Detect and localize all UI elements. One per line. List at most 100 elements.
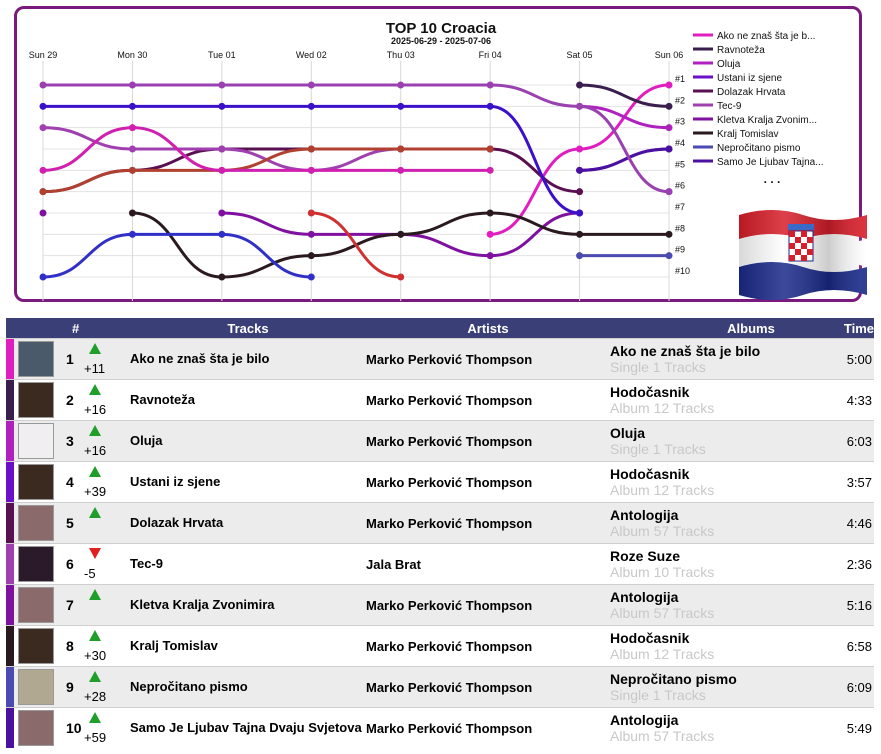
track-duration: 5:00 (812, 338, 874, 380)
album-cell: Antologija Album 57 Tracks (610, 502, 812, 544)
data-point (307, 166, 315, 174)
rank-change: +28 (84, 689, 107, 704)
table-row[interactable]: 10 +59 Samo Je Ljubav Tajna Dvaju Svjetova… (6, 707, 874, 748)
rank-number: 2 (66, 392, 74, 408)
artist-name[interactable]: Marko Perković Thompson (366, 625, 610, 667)
data-point (39, 273, 47, 281)
data-point (576, 145, 584, 153)
cover-image (18, 710, 54, 746)
album-name[interactable]: Hodočasnik (610, 630, 690, 646)
data-point (576, 230, 584, 238)
data-point (576, 252, 584, 260)
track-title[interactable]: Dolazak Hrvata (130, 502, 366, 544)
artist-name[interactable]: Jala Brat (366, 543, 610, 585)
data-point (665, 230, 673, 238)
track-title[interactable]: Kralj Tomislav (130, 625, 366, 667)
rank-number: 8 (66, 638, 74, 654)
row-color-stripe (6, 707, 14, 748)
row-color-stripe (6, 461, 14, 503)
artist-name[interactable]: Marko Perković Thompson (366, 420, 610, 462)
data-point (218, 145, 226, 153)
table-row[interactable]: 7 Kletva Kralja Zvonimira Marko Perković T… (6, 584, 874, 626)
artist-name[interactable]: Marko Perković Thompson (366, 461, 610, 503)
data-point (397, 273, 405, 281)
track-title[interactable]: Samo Je Ljubav Tajna Dvaju Svjetova (130, 707, 366, 748)
rank-down-icon (89, 548, 101, 559)
artist-name[interactable]: Marko Perković Thompson (366, 338, 610, 380)
data-point (665, 102, 673, 110)
table-row[interactable]: 9 +28 Nepročitano pismo Marko Perković Thom… (6, 666, 874, 708)
y-tick-label: #9 (675, 245, 685, 255)
table-row[interactable]: 8 +30 Kralj Tomislav Marko Perković Thompso… (6, 625, 874, 667)
header-time: Time (812, 318, 874, 339)
track-title[interactable]: Nepročitano pismo (130, 666, 366, 708)
album-name[interactable]: Roze Suze (610, 548, 681, 564)
legend-label: Oluja (717, 59, 741, 70)
data-point (128, 230, 136, 238)
x-tick-label: Thu 03 (387, 50, 415, 60)
x-tick-label: Mon 30 (117, 50, 147, 60)
cover-image (18, 546, 54, 582)
album-name[interactable]: Hodočasnik (610, 384, 690, 400)
series-line (42, 147, 491, 194)
artist-name[interactable]: Marko Perković Thompson (366, 379, 610, 421)
album-info: Album 10 Tracks (610, 564, 715, 580)
album-name[interactable]: Nepročitano pismo (610, 671, 737, 687)
rank-number: 7 (66, 597, 74, 613)
artist-name[interactable]: Marko Perković Thompson (366, 707, 610, 748)
table-row[interactable]: 5 Dolazak Hrvata Marko Perković Thompson An… (6, 502, 874, 544)
chart-panel: TOP 10 Croacia 2025-06-29 - 2025-07-06 Sun… (14, 6, 867, 302)
data-point (307, 81, 315, 89)
album-cell: Antologija Album 57 Tracks (610, 584, 812, 626)
rank-up-icon (89, 384, 101, 395)
x-tick-label: Sat 05 (567, 50, 593, 60)
album-name[interactable]: Antologija (610, 712, 679, 728)
album-name[interactable]: Antologija (610, 507, 679, 523)
album-cover (14, 543, 54, 585)
rank-cell: 1 +11 (54, 338, 130, 380)
table-row[interactable]: 3 +16 Oluja Marko Perković Thompson Oluja Sin… (6, 420, 874, 462)
track-title[interactable]: Tec-9 (130, 543, 366, 585)
y-tick-label: #2 (675, 95, 685, 105)
album-cell: Hodočasnik Album 12 Tracks (610, 461, 812, 503)
data-point (576, 81, 584, 89)
artist-name[interactable]: Marko Perković Thompson (366, 502, 610, 544)
album-name[interactable]: Hodočasnik (610, 466, 690, 482)
y-tick-label: #1 (675, 74, 685, 84)
rank-up-icon (89, 343, 101, 354)
data-point (39, 124, 47, 132)
x-tick-label: Sun 06 (655, 50, 684, 60)
rank-up-icon (89, 466, 101, 477)
header-tracks: Tracks (130, 318, 366, 339)
table-row[interactable]: 6 -5 Tec-9 Jala Brat Roze Suze Album 10 Track… (6, 543, 874, 585)
series-line (579, 104, 670, 130)
table-row[interactable]: 4 +39 Ustani iz sjene Marko Perković Thomps… (6, 461, 874, 503)
data-point (665, 81, 673, 89)
track-title[interactable]: Kletva Kralja Zvonimira (130, 584, 366, 626)
data-point (397, 81, 405, 89)
y-tick-label: #4 (675, 138, 685, 148)
rank-number: 3 (66, 433, 74, 449)
data-point (665, 188, 673, 196)
album-name[interactable]: Oluja (610, 425, 646, 441)
legend-label: Kralj Tomislav (717, 129, 779, 140)
header-albums: Albums (610, 318, 812, 339)
rank-number: 1 (66, 351, 74, 367)
track-title[interactable]: Ako ne znaš šta je bilo (130, 338, 366, 380)
artist-name[interactable]: Marko Perković Thompson (366, 584, 610, 626)
header-stripe (6, 318, 14, 339)
table-row[interactable]: 2 +16 Ravnoteža Marko Perković Thompson Hodo… (6, 379, 874, 421)
data-point (307, 273, 315, 281)
track-title[interactable]: Oluja (130, 420, 366, 462)
album-name[interactable]: Antologija (610, 589, 679, 605)
track-title[interactable]: Ustani iz sjene (130, 461, 366, 503)
data-point (486, 252, 494, 260)
legend-label: Samo Je Ljubav Tajna... (717, 157, 824, 168)
data-point (128, 102, 136, 110)
track-title[interactable]: Ravnoteža (130, 379, 366, 421)
album-name[interactable]: Ako ne znaš šta je bilo (610, 343, 761, 359)
artist-name[interactable]: Marko Perković Thompson (366, 666, 610, 708)
table-row[interactable]: 1 +11 Ako ne znaš šta je bilo Marko Perkovi… (6, 338, 874, 380)
legend-more: . . . (764, 172, 781, 186)
series-line (311, 211, 401, 279)
